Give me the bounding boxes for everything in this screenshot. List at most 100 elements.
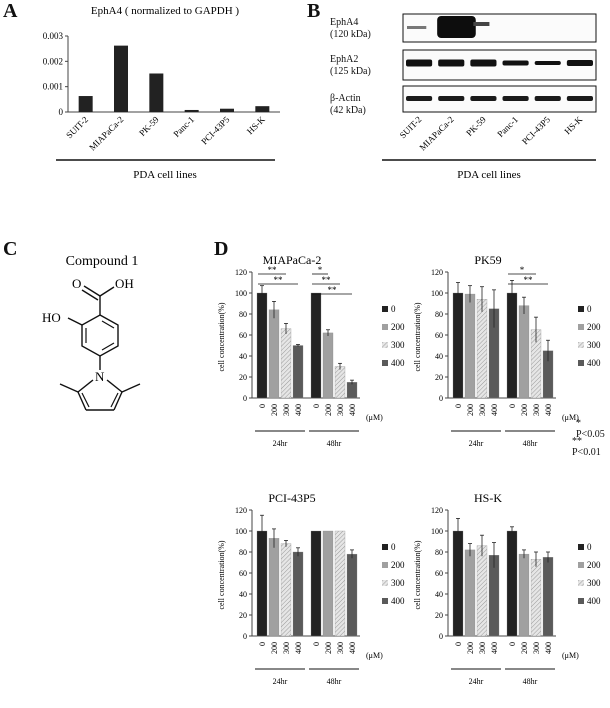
legend-swatch (382, 360, 388, 366)
y-tick-label: 120 (235, 506, 247, 515)
conc-tick-label: 200 (520, 642, 529, 654)
significance-label: ** (524, 275, 534, 285)
ring-double-bond (101, 320, 115, 329)
legend-label: 0 (587, 542, 592, 552)
ring-double-bond (101, 342, 115, 351)
pyrrole-bond (113, 391, 123, 411)
carbonyl-bond (81, 289, 99, 301)
legend-swatch (578, 342, 584, 348)
band-epha2 (566, 60, 593, 66)
bar (346, 382, 358, 399)
bar (280, 543, 292, 637)
legend-label: 0 (391, 542, 396, 552)
y-tick-label: 80 (239, 310, 247, 319)
y-tick-label: 100 (235, 527, 247, 536)
blot-frame (402, 85, 597, 113)
bar (476, 545, 488, 637)
benzene-ring (81, 314, 119, 357)
bar (220, 108, 234, 112)
pvalue-note-1: * P<0.05 (576, 418, 605, 440)
bar (346, 553, 358, 637)
y-tick-label: 60 (239, 331, 247, 340)
panel-letter-c: C (3, 238, 18, 260)
atom-oh: OH (115, 276, 134, 291)
legend-label: 200 (587, 322, 601, 332)
band-epha2 (502, 60, 529, 66)
blot-frame (402, 13, 597, 43)
x-axis-label: PDA cell lines (457, 169, 521, 181)
band-actin (566, 96, 593, 101)
y-tick-label: 100 (431, 527, 443, 536)
y-tick-label: 40 (239, 590, 247, 599)
panel-letter-d: D (214, 238, 229, 260)
conc-tick-label: 0 (312, 642, 321, 646)
significance-label: ** (328, 285, 338, 295)
conc-tick-label: 0 (258, 642, 267, 646)
bar (268, 309, 280, 399)
y-tick-label: 100 (431, 289, 443, 298)
bar (452, 292, 464, 399)
bar (518, 553, 530, 637)
time-label: 24hr (469, 439, 484, 448)
bar (476, 299, 488, 399)
time-label: 24hr (273, 677, 288, 686)
conc-tick-label: 300 (282, 404, 291, 416)
lane-label: MIAPaCa-2 (417, 114, 455, 152)
band-epha2 (470, 59, 497, 67)
conc-tick-label: 200 (324, 642, 333, 654)
legend-swatch (578, 544, 584, 550)
y-tick-label: 20 (239, 611, 247, 620)
legend-label: 400 (587, 358, 601, 368)
legend-label: 400 (391, 596, 405, 606)
legend-swatch (578, 562, 584, 568)
x-tick-label: HS-K (245, 114, 267, 136)
bar (78, 96, 93, 112)
x-tick-label: SUIT-2 (64, 114, 90, 140)
atom-n: N (95, 369, 105, 384)
x-tick-label: Panc-1 (171, 114, 196, 139)
pyrrole-bond (77, 391, 87, 411)
y-tick-label: 0 (59, 107, 64, 117)
atom-ho: HO (42, 310, 61, 325)
y-tick-label: 0 (439, 632, 443, 641)
legend-label: 0 (587, 304, 592, 314)
legend-swatch (382, 306, 388, 312)
bar (464, 549, 476, 637)
y-tick-label: 0.002 (43, 56, 63, 66)
significance-label: ** (274, 275, 284, 285)
phenol-bond (67, 317, 83, 326)
blot-label-epha2: EphA2 (125 kDa) (330, 54, 371, 78)
legend-swatch (382, 544, 388, 550)
conc-tick-label: 400 (490, 642, 499, 654)
legend-label: 400 (391, 358, 405, 368)
bar (292, 345, 304, 399)
band-actin (470, 96, 497, 101)
significance-label: ** (268, 265, 278, 275)
panel-letter-b: B (307, 0, 321, 22)
y-tick-label: 20 (435, 373, 443, 382)
conc-tick-label: 200 (466, 404, 475, 416)
band-epha2 (534, 61, 561, 65)
unit-label: (μM) (366, 413, 383, 422)
y-tick-label: 60 (239, 569, 247, 578)
y-axis-label: cell concentration(%) (413, 540, 422, 609)
x-tick-label: PK-59 (137, 114, 161, 138)
conc-tick-label: 200 (270, 404, 279, 416)
bar (464, 293, 476, 399)
legend-swatch (578, 360, 584, 366)
lane-label: HS-K (562, 114, 584, 136)
time-label: 24hr (273, 439, 288, 448)
conc-tick-label: 400 (490, 404, 499, 416)
band-actin (406, 96, 433, 101)
x-axis-label: PDA cell lines (133, 169, 197, 181)
viability-chart-pk59: PK59 0 20 40 60 80 100 120 cell concentration(%)… (413, 253, 601, 448)
y-axis-label: cell concentration(%) (413, 302, 422, 371)
y-tick-label: 40 (435, 352, 443, 361)
lane-label: PCI-43P5 (520, 114, 553, 147)
bar (310, 530, 322, 637)
legend-label: 300 (391, 578, 405, 588)
significance-label: ** (322, 275, 332, 285)
y-tick-label: 120 (431, 506, 443, 515)
viability-chart-hsk: HS-K 0 20 40 60 80 100 120 cell concentration(%)… (413, 491, 601, 686)
